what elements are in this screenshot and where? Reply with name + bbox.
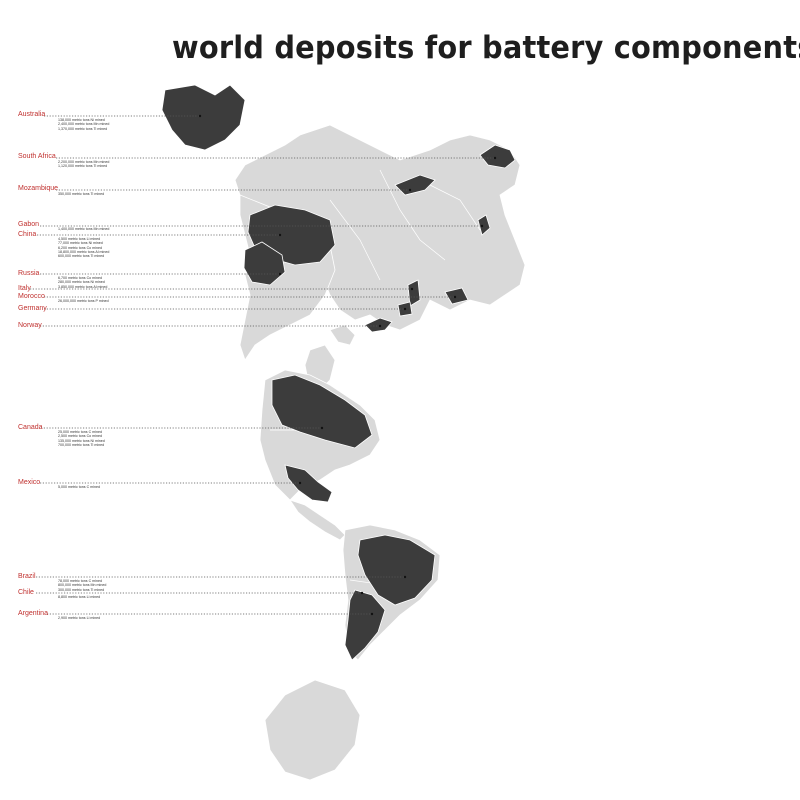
stat-line: 1,370,000 metric tons Ti mined [58,126,108,131]
page-title: world deposits for battery components [172,30,800,66]
stat-line: 4,500 metric tons Li mined [58,237,101,241]
stats-canada: 25,000 metric tons C mined 2,500 metric … [58,430,105,447]
stat-line: 2,200,000 metric tons Mn mined [58,160,110,164]
label-china: China [18,231,37,238]
mexico-shape [284,464,333,503]
morocco-shape [444,287,469,305]
russia-shape [243,241,286,286]
label-italy: Italy [18,285,31,292]
deposit-countries [161,84,516,661]
stats-morocco: 26,000,000 metric tons P mined [58,299,109,303]
stats-russia: 6,700 metric tons Co mined 280,000 metri… [58,276,107,289]
stat-line: 78,000 metric tons C mined [58,579,102,583]
label-mexico: Mexico [18,479,41,486]
label-germany: Germany [18,305,47,312]
location-dots [198,114,497,616]
stat-line: 135,000 metric tons Ni mined [58,438,105,443]
stat-line: 280,000 metric tons Ni mined [58,280,105,285]
stat-line: 300,000 metric tons Ti mined [58,587,105,592]
label-canada: Canada [18,424,43,431]
stat-line: 26,000,000 metric tons P mined [58,299,109,303]
australia-shape [161,84,246,151]
label-brazil: Brazil [18,573,36,580]
label-mozambique: Mozambique [18,185,59,192]
stats-mexico: 5,000 metric tons C mined [58,485,100,489]
label-russia: Russia [18,270,40,277]
stat-line: 6,700 metric tons Co mined [58,276,102,280]
stat-line: 800,000 metric tons Mn mined [58,583,107,588]
canada-shape [271,374,373,449]
stat-line: 138,000 metric tons Ni mined [58,118,105,122]
mozambique-shape [394,174,436,196]
label-morocco: Morocco [18,293,45,300]
label-norway: Norway [18,322,42,329]
stat-line: 8,800 metric tons Li mined [58,595,101,599]
stats-south-africa: 2,200,000 metric tons Mn mined 1,120,000… [58,160,109,169]
stats-brazil: 78,000 metric tons C mined 800,000 metri… [58,579,106,592]
stat-line: 2,500 metric tons Co mined [58,434,102,439]
island-chain [329,324,356,346]
stats-mozambique: 350,000 metric tons Ti mined [58,192,104,196]
stat-line: 700,000 metric tons Ti mined [58,442,105,447]
stat-line: 350,000 metric tons Ti mined [58,192,105,196]
italy-shape [407,279,421,307]
stat-line: 2,400,000 metric tons Mn mined [58,122,110,127]
stat-line: 2,900 metric tons Li mined [58,616,101,620]
label-south-africa: South Africa [18,153,56,160]
antarctica [264,679,361,781]
central-america [289,499,346,541]
stat-line: 1,400,000 metric tons Mn mined [58,227,110,231]
label-chile: Chile [18,589,34,596]
stats-argentina: 2,900 metric tons Li mined [58,616,100,620]
stat-line: 25,000 metric tons C mined [58,430,102,434]
south-africa-shape [479,144,516,169]
leader-lines [30,115,495,615]
stat-line: 600,000 metric tons Ti mined [58,254,105,259]
argentina-chile-shape [344,589,386,661]
stat-line: 3,850,000 metric tons Al mined [58,284,108,289]
stat-line: 77,000 metric tons Ni mined [58,241,103,246]
stat-line: 5,000 metric tons C mined [58,485,100,489]
stat-line: 18,800,000 metric tons Al mined [58,249,110,254]
stats-china: 4,500 metric tons Li mined 77,000 metric… [58,237,109,258]
stats-gabon: 1,400,000 metric tons Mn mined [58,227,109,231]
stats-chile: 8,800 metric tons Li mined [58,595,100,599]
label-argentina: Argentina [18,610,48,617]
label-gabon: Gabon [18,221,40,228]
stat-line: 6,200 metric tons Co mined [58,245,102,250]
stats-australia: 138,000 metric tons Ni mined 2,400,000 m… [58,118,109,131]
stat-line: 1,120,000 metric tons Ti mined [58,164,108,169]
label-australia: Australia [18,111,46,118]
gabon-shape [477,214,491,236]
norway-shape [364,317,393,333]
brazil-shape [357,534,436,606]
